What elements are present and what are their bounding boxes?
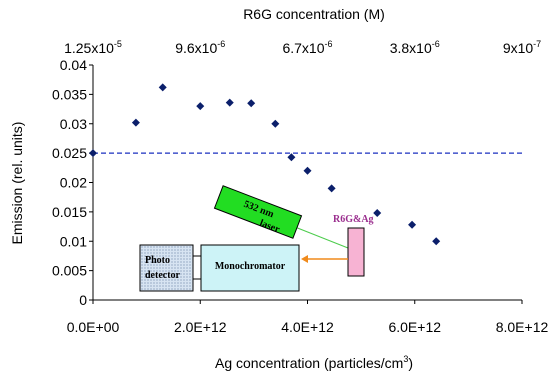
- y-tick-label: 0.03: [60, 116, 87, 132]
- data-point: [89, 149, 97, 158]
- monochromator-box: [200, 244, 300, 292]
- x-axis-ticks: 0.0E+00 2.0E+12 4.0E+12 6.0E+12 8.0E+12: [67, 300, 549, 335]
- arrow-head-icon: [301, 255, 308, 263]
- sample-cuvette: [347, 227, 365, 277]
- y-tick-label: 0.02: [60, 175, 87, 191]
- x-tick-label: 4.0E+12: [281, 319, 334, 335]
- data-point: [432, 237, 441, 246]
- x-tick-label: 6.0E+12: [388, 319, 441, 335]
- y-tick-label: 0.005: [52, 263, 87, 279]
- top-tick-label: 6.7x10-6: [282, 39, 332, 56]
- laser-box: 532 nm laser: [213, 185, 303, 239]
- top-tick-label: 3.8x10-6: [390, 39, 440, 56]
- data-point: [287, 153, 296, 162]
- data-point: [327, 184, 336, 193]
- top-tick-label: 9.6x10-6: [175, 39, 225, 56]
- top-tick-label: 1.25x10-5: [64, 39, 122, 56]
- y-axis-ticks: 0 0.005 0.01 0.015 0.02 0.025 0.03 0.035 0.04: [52, 57, 93, 308]
- monochromator-label: Monochromator: [215, 261, 286, 272]
- top-axis-title: R6G concentration (M): [243, 6, 385, 22]
- data-point: [131, 118, 140, 127]
- y-tick-label: 0.015: [52, 204, 87, 220]
- laser-beam: [294, 226, 349, 249]
- sample-label: R6G&Ag: [333, 214, 374, 225]
- top-axis-ticks: 1.25x10-5 9.6x10-6 6.7x10-6 3.8x10-6 9x10-7: [64, 39, 541, 56]
- data-point: [196, 102, 205, 111]
- y-axis-title: Emission (rel. units): [9, 122, 25, 245]
- x-tick-label: 2.0E+12: [174, 319, 227, 335]
- y-tick-label: 0.035: [52, 86, 87, 102]
- data-point: [303, 166, 312, 175]
- setup-schematic: 532 nm laser R6G&Ag Monochromator Photo …: [139, 185, 374, 292]
- data-point: [158, 83, 167, 92]
- y-tick-label: 0.01: [60, 233, 87, 249]
- y-tick-label: 0.04: [60, 57, 87, 73]
- data-point: [247, 99, 256, 108]
- detector-label-line1: Photo: [145, 255, 170, 266]
- photo-detector-box: [139, 244, 194, 292]
- y-tick-label: 0.025: [52, 145, 87, 161]
- data-point: [373, 209, 382, 218]
- x-axis-title: Ag concentration (particles/cm3): [215, 354, 413, 371]
- top-tick-label: 9x10-7: [503, 39, 541, 56]
- slit-box: [192, 255, 202, 280]
- detector-label-line2: detector: [145, 270, 181, 281]
- x-tick-label: 0.0E+00: [67, 319, 120, 335]
- data-point: [408, 220, 417, 229]
- data-point: [225, 98, 234, 107]
- data-points: [89, 83, 441, 246]
- y-tick-label: 0: [79, 292, 87, 308]
- data-point: [271, 119, 280, 128]
- x-tick-label: 8.0E+12: [496, 319, 549, 335]
